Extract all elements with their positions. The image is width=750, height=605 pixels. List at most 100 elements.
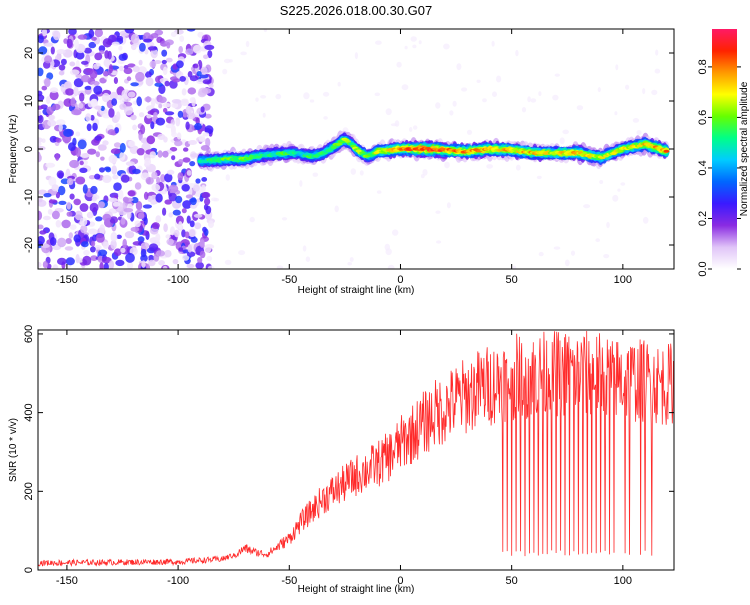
noise-blob: [126, 76, 132, 81]
noise-blob: [170, 119, 175, 126]
noise-blob: [103, 262, 109, 269]
noise-blob: [124, 105, 134, 116]
noise-blob: [65, 257, 75, 266]
noise-blob: [182, 254, 190, 261]
noise-blob: [88, 29, 95, 39]
noise-blob: [401, 84, 409, 91]
noise-blob: [56, 49, 66, 55]
noise-blob: [151, 222, 160, 230]
noise-blob: [52, 103, 61, 111]
noise-blob: [38, 189, 47, 195]
noise-blob: [185, 105, 192, 115]
noise-blob: [443, 43, 450, 50]
noise-blob: [66, 211, 73, 217]
noise-blob: [112, 174, 119, 180]
noise-blob: [476, 79, 481, 84]
noise-blob: [337, 81, 341, 87]
noise-blob: [302, 245, 307, 252]
noise-blob: [119, 142, 126, 153]
noise-blob: [171, 102, 179, 109]
noise-blob: [41, 243, 50, 248]
noise-blob: [617, 188, 621, 192]
noise-blob: [238, 250, 246, 256]
noise-blob: [174, 229, 180, 238]
spectrogram-x-tick-label: 100: [614, 274, 632, 286]
noise-blob: [79, 160, 84, 166]
noise-blob: [409, 127, 413, 132]
noise-blob: [195, 117, 200, 125]
noise-blob: [38, 94, 45, 102]
snr-y-tick-label: 200: [23, 482, 35, 500]
noise-blob: [38, 152, 41, 162]
noise-blob: [139, 42, 146, 52]
noise-blob: [155, 193, 163, 203]
noise-blob: [116, 94, 123, 100]
noise-blob: [162, 265, 168, 269]
spectrogram-y-tick-label: 10: [23, 95, 35, 107]
noise-blob: [305, 256, 311, 263]
snr-x-tick-label: -150: [56, 575, 78, 587]
noise-blob: [223, 58, 231, 64]
noise-blob: [98, 45, 106, 52]
noise-blob: [60, 83, 66, 93]
noise-blob: [161, 49, 168, 57]
noise-blob: [107, 129, 116, 136]
noise-blob: [44, 42, 54, 47]
noise-blob: [190, 197, 197, 206]
noise-blob: [157, 150, 163, 158]
noise-blob: [51, 184, 59, 192]
noise-blob: [111, 165, 117, 175]
noise-blob: [130, 226, 140, 232]
noise-blob: [132, 168, 141, 175]
noise-blob: [68, 232, 74, 239]
noise-blob: [632, 118, 640, 123]
noise-blob: [86, 123, 92, 132]
noise-blob: [202, 226, 207, 233]
noise-blob: [625, 84, 630, 90]
noise-blob: [620, 182, 626, 186]
noise-blob: [44, 55, 53, 64]
noise-blob: [263, 29, 267, 33]
noise-blob: [208, 83, 214, 89]
noise-blob: [203, 54, 209, 60]
noise-blob: [84, 85, 92, 90]
noise-blob: [124, 231, 135, 239]
noise-blob: [102, 241, 109, 249]
noise-blob: [99, 167, 105, 173]
noise-blob: [65, 238, 72, 244]
noise-blob: [136, 96, 142, 107]
noise-blob: [249, 216, 255, 223]
noise-blob: [151, 171, 158, 180]
noise-blob: [492, 91, 497, 97]
ridge-core: [336, 142, 343, 146]
noise-blob: [486, 164, 493, 169]
noise-blob: [46, 96, 51, 105]
noise-blob: [85, 113, 92, 122]
noise-blob: [53, 30, 61, 41]
noise-blob: [48, 114, 56, 121]
noise-blob: [612, 194, 619, 202]
noise-blob: [164, 111, 175, 116]
noise-blob: [570, 250, 576, 256]
noise-blob: [160, 174, 166, 183]
noise-blob: [58, 64, 66, 71]
noise-blob: [94, 135, 103, 141]
noise-blob: [38, 67, 44, 77]
noise-blob: [108, 260, 115, 269]
noise-blob: [127, 190, 136, 197]
noise-blob: [38, 210, 43, 221]
noise-blob: [181, 184, 190, 192]
noise-blob: [176, 60, 184, 69]
noise-blob: [182, 157, 191, 163]
noise-blob: [130, 82, 139, 87]
noise-blob: [200, 145, 210, 151]
noise-blob: [148, 259, 156, 267]
noise-blob: [101, 92, 110, 103]
noise-blob: [48, 176, 57, 187]
noise-blob: [192, 44, 202, 54]
noise-blob: [38, 114, 44, 124]
noise-blob: [42, 215, 51, 221]
noise-blob: [410, 36, 417, 42]
noise-blob: [185, 48, 194, 55]
